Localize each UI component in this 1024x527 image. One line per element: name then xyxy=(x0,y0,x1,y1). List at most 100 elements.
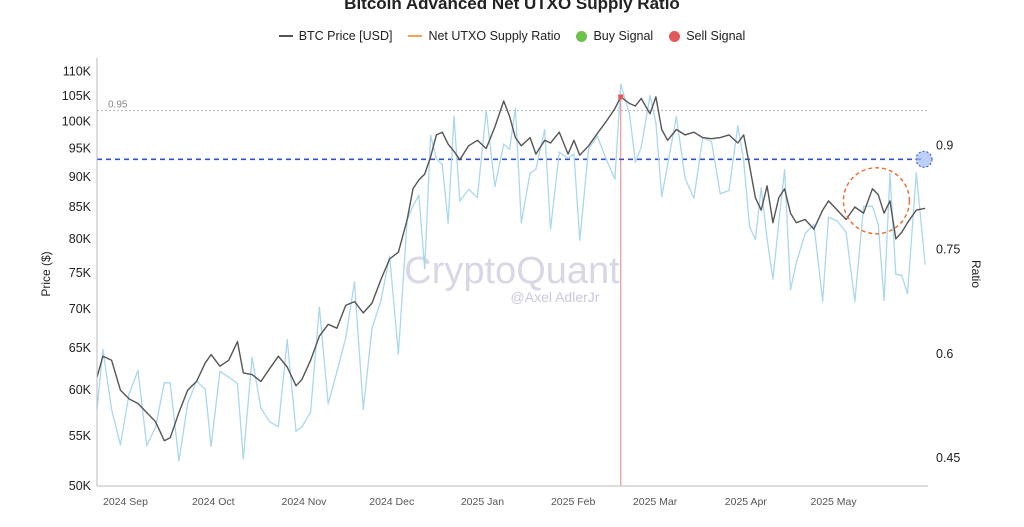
legend-label-ratio: Net UTXO Supply Ratio xyxy=(428,29,561,43)
ratio-line-segment xyxy=(854,205,865,303)
ratio-line-segment xyxy=(719,189,730,195)
ratio-line-segment xyxy=(412,194,420,207)
ratio-line-segment xyxy=(772,222,780,280)
ratio-line-segment xyxy=(318,306,329,405)
ratio-line-segment xyxy=(649,94,657,124)
support-marker xyxy=(915,150,933,168)
x-tick-label: 2024 Sep xyxy=(103,496,148,508)
ratio-line-segment xyxy=(836,220,847,234)
y2-tick-label: 0.9 xyxy=(936,138,953,152)
ratio-line-segment xyxy=(684,177,695,199)
legend-item-ratio[interactable]: Net UTXO Supply Ratio xyxy=(408,29,560,43)
ratio-line-segment xyxy=(268,421,280,428)
ratio-line-segment xyxy=(371,300,382,329)
y-tick-label: 70K xyxy=(69,302,92,316)
y2-tick-label: 0.45 xyxy=(936,451,960,465)
ratio-line-segment xyxy=(327,370,338,405)
ratio-line-segment xyxy=(154,382,165,428)
y-tick-label: 95K xyxy=(69,142,92,156)
ratio-line-segment xyxy=(210,370,221,448)
legend-item-buy[interactable]: Buy Signal xyxy=(576,29,653,43)
ratio-line-segment xyxy=(675,116,686,180)
ratio-line-segment xyxy=(822,216,830,302)
ratio-line-segment xyxy=(441,163,449,224)
ratio-line-segment xyxy=(901,274,909,295)
ratio-line-segment xyxy=(845,231,856,303)
y-axis-title: Price ($) xyxy=(39,251,53,296)
ratio-line-segment xyxy=(169,382,180,462)
y-tick-label: 105K xyxy=(62,89,92,103)
price-line xyxy=(96,96,926,442)
y-tick-label: 65K xyxy=(69,341,92,355)
ratio-line-segment xyxy=(520,172,531,224)
legend-item-sell[interactable]: Sell Signal xyxy=(669,29,745,43)
ratio-line-segment xyxy=(204,388,212,448)
ratio-line-segment xyxy=(573,153,581,241)
ratio-line-segment xyxy=(579,148,590,241)
ratio-line-segment xyxy=(219,370,230,378)
ratio-line-segment xyxy=(549,151,560,230)
ratio-line-segment xyxy=(514,107,522,224)
ratio-line-segment xyxy=(760,187,768,240)
y-tick-label: 60K xyxy=(69,383,92,397)
ratio-line-segment xyxy=(397,219,408,355)
ratio-line-segment xyxy=(345,281,356,339)
legend-line-price-icon xyxy=(278,35,293,37)
legend-dot-sell-icon xyxy=(669,30,681,42)
ratio-line-segment xyxy=(737,125,745,162)
ratio-line-segment xyxy=(728,125,739,192)
ratio-line-segment xyxy=(587,135,599,150)
y-tick-label: 90K xyxy=(69,170,92,184)
ratio-line-segment xyxy=(236,382,244,460)
ratio-line-segment xyxy=(634,146,642,163)
ratio-line-segment xyxy=(459,188,470,202)
ratio-line-segment xyxy=(295,426,303,432)
x-tick-label: 2025 Jan xyxy=(461,496,504,508)
ratio-line-segment xyxy=(743,159,751,228)
ratio-line-segment xyxy=(871,205,879,225)
ratio-line-segment xyxy=(710,140,721,195)
ratio-line-segment xyxy=(783,168,792,291)
ratio-line-segment xyxy=(388,255,400,355)
highlight-circle xyxy=(842,167,911,235)
legend-label-buy: Buy Signal xyxy=(593,29,654,43)
ratio-line-segment xyxy=(693,137,704,199)
ratio-line-segment xyxy=(804,223,815,235)
ratio-line-segment xyxy=(596,135,607,160)
ratio-line-segment xyxy=(895,273,903,276)
x-tick-label: 2025 Mar xyxy=(633,496,678,508)
y-tick-label: 50K xyxy=(69,479,92,493)
y-tick-label: 55K xyxy=(69,429,92,443)
ratio-line-segment xyxy=(286,338,297,432)
x-tick-label: 2024 Nov xyxy=(281,496,327,508)
ratio-line-segment xyxy=(535,129,546,170)
ratio-line-segment xyxy=(789,262,797,291)
ratio-line-segment xyxy=(795,233,806,264)
ratio-line-segment xyxy=(813,223,824,302)
watermark-text: CryptoQuant xyxy=(404,250,620,292)
ratio-line-segment xyxy=(503,143,511,151)
ratio-line-segment xyxy=(119,392,130,446)
legend-label-sell: Sell Signal xyxy=(686,29,746,43)
y-tick-label: 80K xyxy=(69,232,92,246)
x-tick-label: 2024 Dec xyxy=(369,496,414,508)
ratio-line-segment xyxy=(748,225,757,241)
ratio-line-segment xyxy=(102,349,113,411)
ratio-line-segment xyxy=(476,110,487,199)
y-tick-label: 85K xyxy=(69,200,92,214)
y-tick-label: 110K xyxy=(63,64,92,78)
ratio-line-segment xyxy=(558,151,569,159)
ratio-line-segment xyxy=(362,327,373,410)
ratio-line-segment xyxy=(435,158,443,165)
ratio-line-segment xyxy=(277,338,288,428)
ratio-line-segment xyxy=(628,113,637,163)
legend-line-ratio-icon xyxy=(408,35,423,37)
x-tick-label: 2025 Feb xyxy=(551,496,596,508)
ratio-line-segment xyxy=(128,369,139,395)
legend-item-price[interactable]: BTC Price [USD] xyxy=(278,29,392,43)
ratio-line-segment xyxy=(228,376,239,385)
ratio-line-segment xyxy=(906,172,917,295)
ratio-line-segment xyxy=(485,110,496,188)
y2-tick-label: 0.6 xyxy=(936,347,953,361)
ratio-line-segment xyxy=(529,168,537,174)
